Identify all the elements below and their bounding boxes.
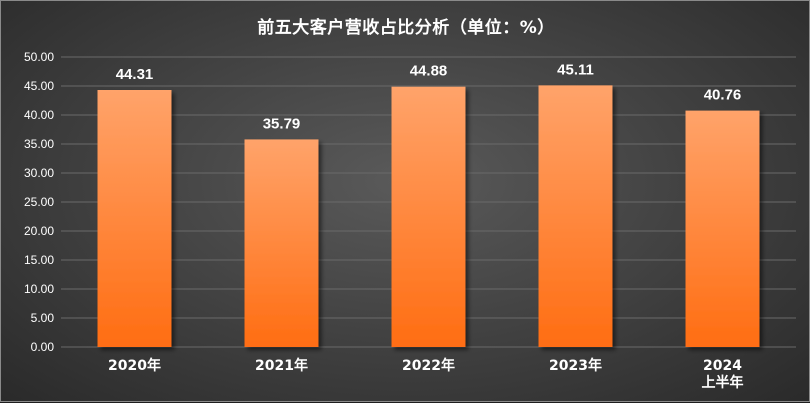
x-tick-label: 2022年 (402, 357, 455, 374)
y-tick-label: 5.00 (31, 311, 55, 325)
bars (97, 85, 760, 348)
y-axis-ticks: 0.00 5.00 10.00 15.00 20.00 25.00 30.00 35.00 40… (24, 50, 54, 354)
data-label: 40.76 (704, 87, 742, 104)
x-tick-label: 2023年 (549, 357, 602, 374)
y-tick-label: 35.00 (24, 137, 54, 151)
bar (244, 139, 319, 347)
data-label: 45.11 (557, 61, 594, 78)
bar (685, 110, 760, 347)
x-tick-label: 2024 (703, 358, 742, 374)
data-label: 44.88 (410, 63, 448, 80)
y-tick-label: 45.00 (24, 79, 54, 93)
y-tick-label: 20.00 (24, 224, 54, 238)
x-tick-label: 上半年 (702, 374, 744, 391)
y-tick-label: 40.00 (24, 108, 54, 122)
bar (391, 86, 466, 348)
x-tick-label: 2020年 (108, 357, 161, 374)
x-tick-label: 2021年 (255, 357, 308, 374)
bar (538, 85, 613, 347)
y-tick-label: 25.00 (24, 195, 54, 209)
value-labels: 44.31 35.79 44.88 45.11 40.76 (116, 61, 742, 132)
y-tick-label: 10.00 (24, 282, 54, 296)
data-label: 35.79 (263, 115, 301, 132)
y-tick-label: 30.00 (24, 166, 54, 180)
bar (97, 90, 172, 347)
y-tick-label: 50.00 (24, 50, 54, 64)
y-tick-label: 15.00 (24, 253, 54, 267)
y-tick-label: 0.00 (31, 340, 55, 354)
data-label: 44.31 (116, 66, 154, 83)
chart-title: 前五大客户营收占比分析（单位：%） (257, 18, 555, 38)
